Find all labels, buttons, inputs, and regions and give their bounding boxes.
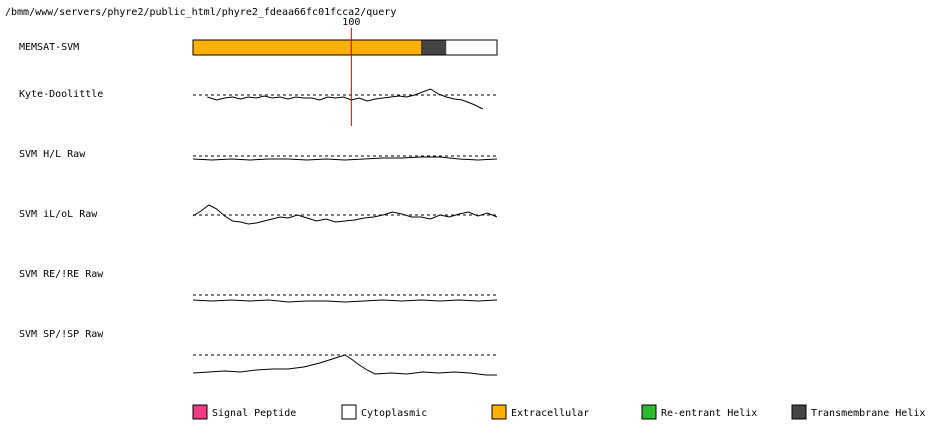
segment xyxy=(446,40,497,55)
track-label: Kyte-Doolittle xyxy=(19,89,103,100)
track-label: SVM RE/!RE Raw xyxy=(19,269,104,280)
trace xyxy=(192,299,498,303)
trace xyxy=(192,354,497,376)
legend-swatch xyxy=(491,404,507,420)
track-label: SVM SP/!SP Raw xyxy=(19,329,104,340)
bar-outline xyxy=(192,39,498,56)
file-path: /bmm/www/servers/phyre2/public_html/phyr… xyxy=(5,7,396,18)
legend-label: Cytoplasmic xyxy=(361,408,427,419)
legend-swatch xyxy=(192,404,208,420)
segment xyxy=(421,40,447,55)
prediction-label: MEMSAT-SVM xyxy=(19,42,79,53)
legend-label: Extracellular xyxy=(511,408,589,419)
trace xyxy=(192,156,498,161)
track-label: SVM H/L Raw xyxy=(19,149,86,160)
legend-label: Re-entrant Helix xyxy=(661,408,757,419)
legend-label: Signal Peptide xyxy=(212,408,296,419)
marker-label: 100 xyxy=(342,17,360,28)
segment xyxy=(193,40,421,55)
legend-label: Transmembrane Helix xyxy=(811,408,925,419)
legend-swatch xyxy=(641,404,657,420)
trace xyxy=(207,88,483,110)
legend-swatch xyxy=(791,404,807,420)
legend-swatch xyxy=(341,404,357,420)
trace xyxy=(192,204,498,225)
track-label: SVM iL/oL Raw xyxy=(19,209,98,220)
